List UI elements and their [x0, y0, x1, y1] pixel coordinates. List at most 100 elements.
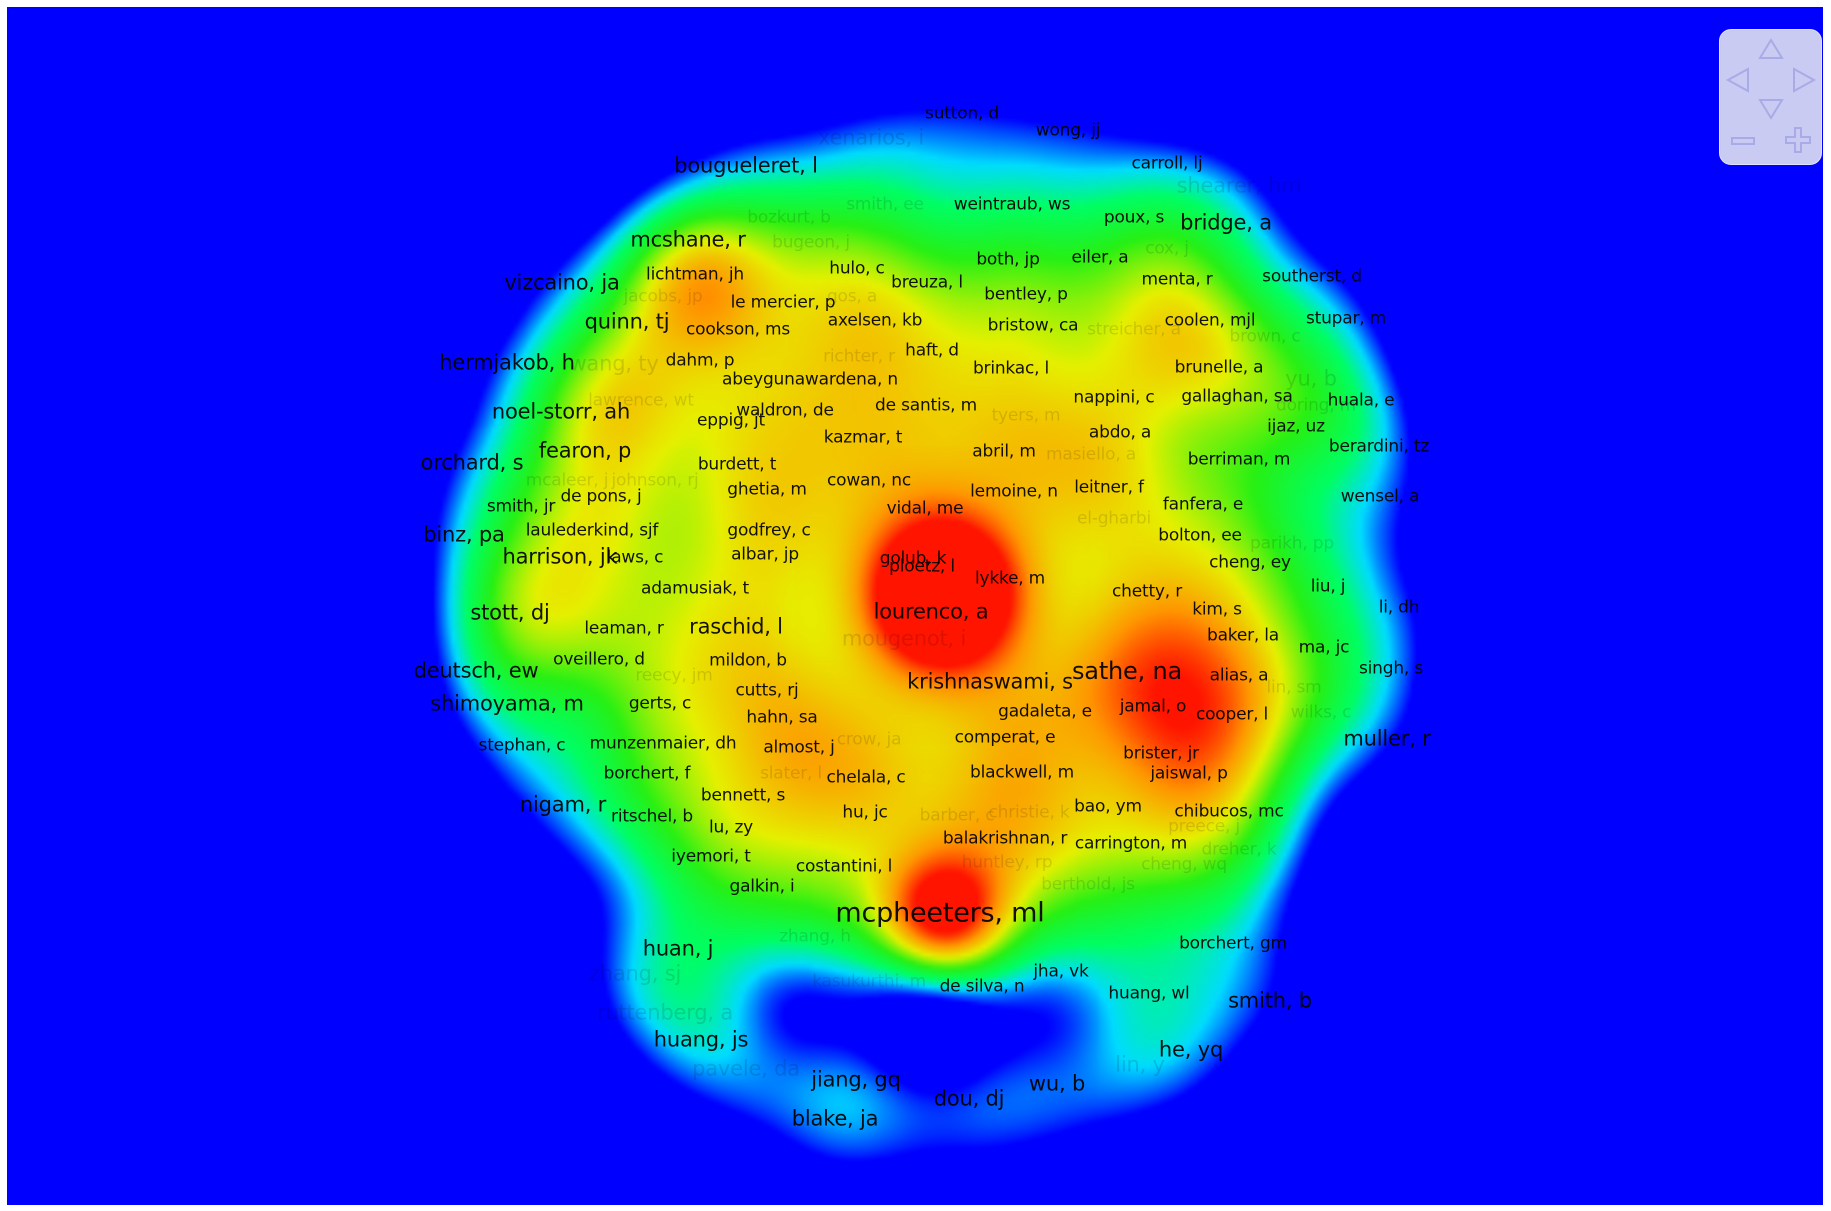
author-label[interactable]: breuza, l — [891, 272, 963, 293]
author-label[interactable]: shimoyama, m — [430, 691, 584, 716]
author-label[interactable]: poux, s — [1103, 207, 1165, 228]
author-label[interactable]: cheng, ey — [1209, 552, 1291, 573]
author-label[interactable]: krishnaswami, s — [907, 669, 1073, 694]
author-label[interactable]: kim, s — [1192, 599, 1242, 620]
author-label[interactable]: cookson, ms — [685, 319, 791, 340]
author-label[interactable]: christie, k — [988, 802, 1070, 823]
author-label[interactable]: raschid, l — [689, 614, 783, 639]
author-label[interactable]: li, dh — [1378, 597, 1420, 618]
author-label[interactable]: axelsen, kb — [827, 310, 923, 331]
author-label[interactable]: jiang, gq — [811, 1067, 901, 1092]
author-label[interactable]: deutsch, ew — [413, 658, 539, 683]
author-label[interactable]: wang, ty — [569, 351, 659, 376]
author-label[interactable]: jaiswal, p — [1150, 763, 1228, 784]
author-label[interactable]: quinn, tj — [584, 309, 670, 334]
author-label[interactable]: cooper, l — [1195, 704, 1269, 725]
author-label[interactable]: cox, j — [1145, 238, 1189, 259]
author-label[interactable]: zhang, sj — [588, 961, 682, 986]
author-label[interactable]: alias, a — [1209, 665, 1269, 686]
author-label[interactable]: gadaleta, e — [998, 701, 1092, 722]
author-label[interactable]: vidal, me — [886, 498, 964, 519]
author-label[interactable]: baker, la — [1206, 625, 1280, 646]
author-label[interactable]: menta, r — [1141, 269, 1213, 290]
author-label[interactable]: chelala, c — [826, 767, 906, 788]
author-label[interactable]: haft, d — [905, 340, 959, 361]
author-label[interactable]: yu, b — [1285, 366, 1337, 391]
author-label[interactable]: brown, c — [1229, 326, 1301, 347]
author-label[interactable]: huan, j — [642, 936, 714, 961]
author-label[interactable]: bennett, s — [700, 785, 786, 806]
author-label[interactable]: mcaleer, j — [525, 470, 609, 491]
author-label[interactable]: bridge, a — [1180, 210, 1272, 235]
author-label[interactable]: huala, e — [1327, 390, 1395, 411]
author-label[interactable]: stupar, m — [1305, 308, 1387, 329]
author-label[interactable]: de silva, n — [939, 976, 1025, 997]
author-label[interactable]: gallaghan, sa — [1181, 386, 1293, 407]
author-label[interactable]: eiler, a — [1071, 247, 1129, 268]
author-label[interactable]: costantini, l — [795, 856, 893, 877]
author-label[interactable]: jamal, o — [1119, 696, 1187, 717]
author-label[interactable]: gos, a — [826, 286, 878, 307]
author-label[interactable]: adamusiak, t — [641, 578, 749, 599]
author-label[interactable]: binz, pa — [423, 522, 505, 547]
author-label[interactable]: doring, m — [1275, 395, 1357, 416]
author-label[interactable]: ghetia, m — [727, 479, 807, 500]
author-label[interactable]: abeygunawardena, n — [722, 369, 898, 390]
author-label[interactable]: huntley, rp — [961, 852, 1053, 873]
author-label[interactable]: munzenmaier, dh — [589, 733, 737, 754]
density-visualization[interactable]: sutton, d wong, jj xenarios, i bougueleret,… — [7, 7, 1823, 1205]
author-label[interactable]: iyemori, t — [671, 846, 751, 867]
author-label[interactable]: streicher, a — [1087, 319, 1181, 340]
author-label[interactable]: johnson, rj — [611, 470, 699, 491]
author-label[interactable]: xenarios, i — [817, 125, 925, 150]
author-label[interactable]: jha, vk — [1033, 961, 1089, 982]
author-label[interactable]: abdo, a — [1088, 422, 1152, 443]
author-label[interactable]: he, yq — [1158, 1037, 1224, 1062]
author-label[interactable]: dreher, k — [1201, 839, 1277, 860]
author-label[interactable]: bristow, ca — [987, 315, 1079, 336]
author-label[interactable]: brunelle, a — [1174, 357, 1264, 378]
author-label[interactable]: jacobs, jp — [623, 286, 703, 307]
pan-up-button[interactable] — [1758, 38, 1784, 60]
author-label[interactable]: bougueleret, l — [674, 153, 818, 178]
author-label[interactable]: stott, dj — [470, 600, 550, 625]
author-label[interactable]: lykke, m — [974, 568, 1046, 589]
author-label[interactable]: zhang, h — [779, 926, 851, 947]
author-label[interactable]: richter, r — [823, 346, 895, 367]
author-label[interactable]: wong, jj — [1035, 120, 1101, 141]
author-label[interactable]: blackwell, m — [970, 762, 1074, 783]
zoom-in-button[interactable] — [1784, 126, 1812, 154]
author-label[interactable]: lin, y — [1115, 1052, 1165, 1077]
author-label[interactable]: pavele, da — [692, 1056, 800, 1081]
author-label[interactable]: waldron, de — [736, 400, 834, 421]
author-label[interactable]: hulo, c — [829, 258, 885, 279]
author-label[interactable]: fearon, p — [538, 438, 632, 463]
author-label[interactable]: huang, js — [653, 1027, 749, 1052]
author-label[interactable]: lin, sm — [1266, 677, 1322, 698]
author-label[interactable]: shearer, hm — [1176, 173, 1302, 198]
author-label[interactable]: blake, ja — [791, 1106, 879, 1131]
author-label[interactable]: ritschel, b — [611, 806, 693, 827]
author-label[interactable]: smith, b — [1228, 988, 1312, 1013]
author-label[interactable]: albar, jp — [731, 544, 799, 565]
author-label[interactable]: dou, dj — [933, 1086, 1005, 1111]
author-label[interactable]: harrison, jk — [502, 544, 618, 569]
author-label[interactable]: ma, jc — [1298, 637, 1350, 658]
author-label[interactable]: bozkurt, b — [747, 207, 831, 228]
author-label[interactable]: eppig, jt — [697, 410, 765, 431]
author-label[interactable]: lemoine, n — [970, 481, 1058, 502]
author-label[interactable]: comperat, e — [954, 727, 1056, 748]
author-label[interactable]: el-gharbi — [1076, 508, 1152, 529]
author-label[interactable]: smith, jr — [486, 496, 556, 517]
author-label[interactable]: hu, jc — [842, 802, 888, 823]
author-label[interactable]: barber, c — [919, 805, 995, 826]
author-label[interactable]: parikh, pp — [1250, 533, 1334, 554]
author-label[interactable]: mcshane, r — [630, 227, 746, 252]
author-label[interactable]: de pons, j — [560, 486, 642, 507]
author-label[interactable]: de santis, m — [875, 395, 977, 416]
pan-right-button[interactable] — [1792, 66, 1816, 94]
author-label[interactable]: ijaz, uz — [1267, 416, 1325, 437]
author-label[interactable]: smith, ee — [846, 194, 924, 215]
author-label[interactable]: nigam, r — [519, 792, 607, 817]
author-label[interactable]: weintraub, ws — [953, 194, 1071, 215]
